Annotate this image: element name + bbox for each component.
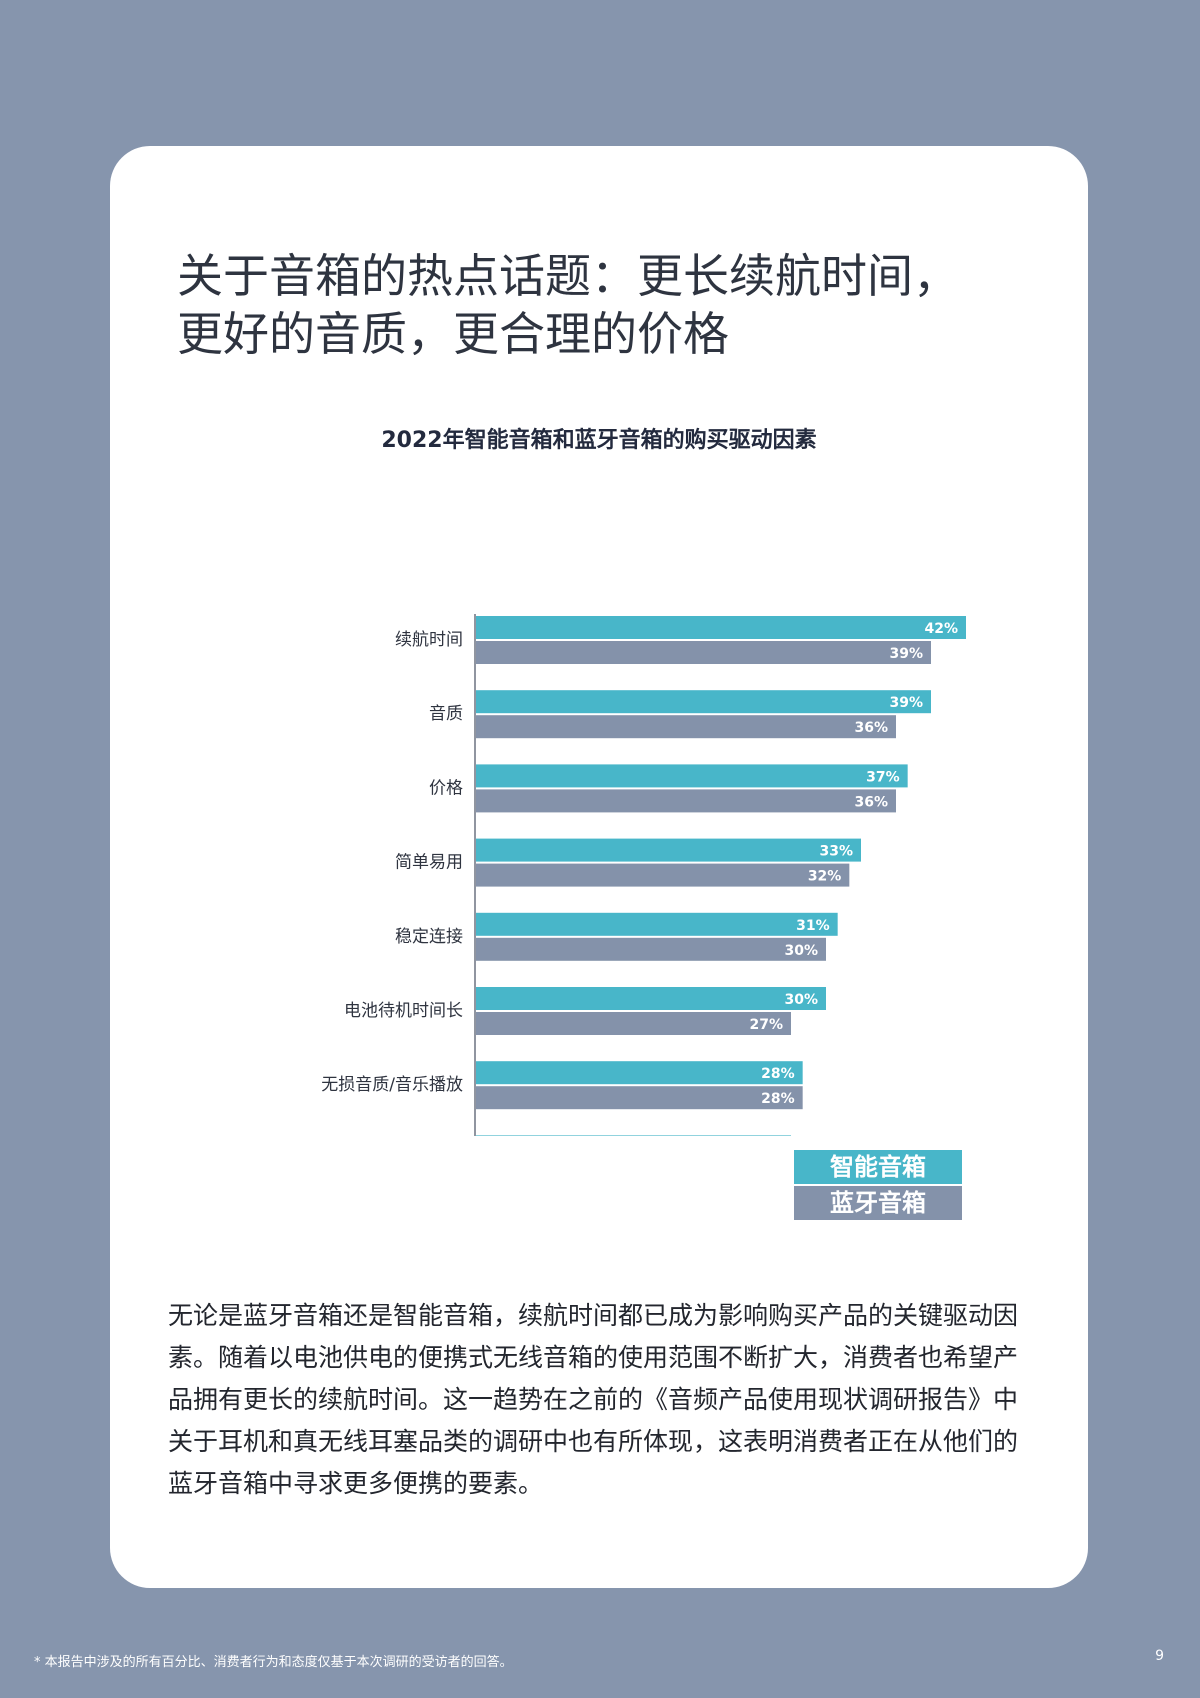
bar-smart-speaker	[476, 690, 931, 714]
page-title-line-2: 更好的音质，更合理的价格	[177, 306, 729, 361]
data-label: 36%	[854, 720, 888, 736]
chart-legend: 智能音箱 蓝牙音箱	[794, 1150, 962, 1222]
bar-bluetooth-speaker	[476, 789, 896, 813]
data-label: 36%	[854, 794, 888, 810]
bar-smart-speaker	[476, 987, 826, 1010]
data-label: 28%	[761, 1066, 795, 1082]
category-label: 价格	[429, 778, 463, 798]
data-label: 39%	[889, 646, 923, 662]
data-label: 31%	[796, 918, 830, 934]
category-label: 稳定连接	[395, 927, 463, 947]
data-label: 33%	[819, 844, 853, 860]
bar-smart-speaker	[476, 912, 838, 936]
bar-bluetooth-speaker	[476, 863, 850, 887]
bar-bluetooth-speaker	[476, 715, 896, 739]
data-label: 28%	[761, 1091, 795, 1107]
bar-smart-speaker	[476, 764, 908, 788]
footnote: * 本报告中涉及的所有百分比、消费者行为和态度仅基于本次调研的受访者的回答。	[34, 1655, 513, 1670]
content-card: 关于音箱的热点话题：更长续航时间， 更好的音质，更合理的价格 2022年智能音箱…	[110, 146, 1088, 1588]
bar-smart-speaker	[476, 616, 966, 639]
category-label: 简单易用	[395, 853, 463, 873]
data-label: 39%	[889, 695, 923, 711]
page-title-line-1: 关于音箱的热点话题：更长续航时间，	[177, 248, 959, 303]
legend-item-smart-speaker: 智能音箱	[794, 1150, 962, 1184]
bar-chart: 续航时间42%39%音质39%36%价格37%36%简单易用33%32%稳定连接…	[321, 614, 966, 1136]
bar-bluetooth-speaker	[476, 641, 931, 664]
body-paragraph: 无论是蓝牙音箱还是智能音箱，续航时间都已成为影响购买产品的关键驱动因素。随着以电…	[168, 1301, 1019, 1498]
category-label: 续航时间	[395, 630, 463, 650]
bar-bluetooth-speaker	[476, 1012, 791, 1035]
bar-bluetooth-speaker	[476, 937, 826, 961]
bar-smart-speaker	[476, 838, 861, 862]
data-label: 32%	[808, 869, 842, 885]
data-label: 27%	[749, 1017, 783, 1033]
page-title: 关于音箱的热点话题：更长续航时间， 更好的音质，更合理的价格	[177, 247, 1037, 363]
chart-title: 2022年智能音箱和蓝牙音箱的购买驱动因素	[381, 428, 817, 453]
category-label: 无损音质/音乐播放	[321, 1075, 463, 1095]
page-number: 9	[1155, 1648, 1164, 1664]
bar-smart-speaker	[476, 1061, 803, 1085]
category-label: 电池待机时间长	[344, 1001, 463, 1021]
data-label: 42%	[924, 621, 958, 637]
category-label: 音质	[429, 704, 463, 724]
bar-smart-speaker	[476, 1135, 791, 1136]
data-label: 37%	[866, 769, 900, 785]
data-label: 30%	[784, 992, 818, 1008]
legend-item-bluetooth-speaker: 蓝牙音箱	[794, 1186, 962, 1220]
bar-bluetooth-speaker	[476, 1086, 803, 1110]
data-label: 30%	[784, 943, 818, 959]
